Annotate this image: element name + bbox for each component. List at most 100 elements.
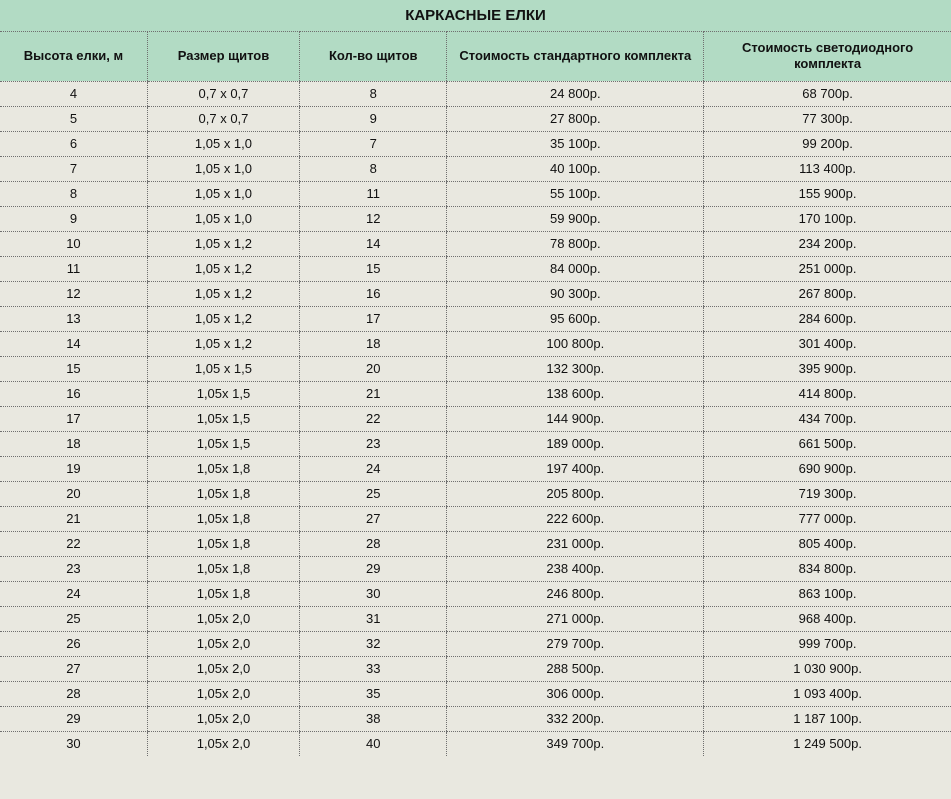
cell-height: 17	[0, 406, 147, 431]
cell-standard-price: 279 700р.	[447, 631, 704, 656]
cell-led-price: 113 400р.	[704, 156, 951, 181]
cell-height: 26	[0, 631, 147, 656]
table-row: 101,05 x 1,21478 800р.234 200р.	[0, 231, 951, 256]
cell-panel-count: 14	[300, 231, 447, 256]
cell-panel-size: 1,05x 2,0	[147, 656, 299, 681]
table-row: 261,05x 2,032279 700р.999 700р.	[0, 631, 951, 656]
cell-led-price: 1 030 900р.	[704, 656, 951, 681]
cell-led-price: 719 300р.	[704, 481, 951, 506]
col-header-panel-count: Кол-во щитов	[300, 32, 447, 82]
col-header-led-price: Стоимость светодиодного комплекта	[704, 32, 951, 82]
cell-panel-count: 18	[300, 331, 447, 356]
cell-height: 16	[0, 381, 147, 406]
table-row: 291,05x 2,038332 200р.1 187 100р.	[0, 706, 951, 731]
cell-led-price: 77 300р.	[704, 106, 951, 131]
cell-height: 5	[0, 106, 147, 131]
cell-panel-count: 29	[300, 556, 447, 581]
table-row: 241,05x 1,830246 800р.863 100р.	[0, 581, 951, 606]
cell-panel-size: 1,05x 1,8	[147, 531, 299, 556]
cell-led-price: 99 200р.	[704, 131, 951, 156]
cell-height: 14	[0, 331, 147, 356]
cell-panel-size: 1,05x 1,8	[147, 456, 299, 481]
cell-height: 12	[0, 281, 147, 306]
cell-height: 30	[0, 731, 147, 756]
cell-panel-count: 9	[300, 106, 447, 131]
table-row: 81,05 x 1,01155 100р.155 900р.	[0, 181, 951, 206]
cell-height: 20	[0, 481, 147, 506]
table-row: 181,05x 1,523189 000р.661 500р.	[0, 431, 951, 456]
cell-panel-count: 28	[300, 531, 447, 556]
cell-standard-price: 189 000р.	[447, 431, 704, 456]
table-row: 281,05x 2,035306 000р.1 093 400р.	[0, 681, 951, 706]
cell-panel-count: 8	[300, 81, 447, 106]
cell-standard-price: 197 400р.	[447, 456, 704, 481]
header-row: Высота елки, м Размер щитов Кол-во щитов…	[0, 32, 951, 82]
cell-panel-size: 1,05 x 1,2	[147, 256, 299, 281]
cell-panel-count: 20	[300, 356, 447, 381]
cell-standard-price: 271 000р.	[447, 606, 704, 631]
cell-panel-size: 1,05x 1,8	[147, 581, 299, 606]
cell-panel-count: 16	[300, 281, 447, 306]
cell-standard-price: 40 100р.	[447, 156, 704, 181]
cell-panel-count: 21	[300, 381, 447, 406]
cell-height: 19	[0, 456, 147, 481]
cell-standard-price: 306 000р.	[447, 681, 704, 706]
cell-panel-size: 1,05x 2,0	[147, 706, 299, 731]
cell-panel-count: 8	[300, 156, 447, 181]
cell-panel-count: 15	[300, 256, 447, 281]
table-row: 91,05 x 1,01259 900р.170 100р.	[0, 206, 951, 231]
cell-standard-price: 349 700р.	[447, 731, 704, 756]
cell-panel-size: 1,05x 1,8	[147, 556, 299, 581]
cell-height: 23	[0, 556, 147, 581]
cell-led-price: 284 600р.	[704, 306, 951, 331]
cell-standard-price: 144 900р.	[447, 406, 704, 431]
table-row: 131,05 x 1,21795 600р.284 600р.	[0, 306, 951, 331]
cell-panel-size: 1,05x 2,0	[147, 606, 299, 631]
cell-panel-size: 1,05 x 1,0	[147, 206, 299, 231]
cell-panel-size: 1,05 x 1,2	[147, 231, 299, 256]
cell-panel-count: 38	[300, 706, 447, 731]
table-title: КАРКАСНЫЕ ЕЛКИ	[0, 0, 951, 32]
cell-panel-size: 1,05x 2,0	[147, 731, 299, 756]
cell-led-price: 395 900р.	[704, 356, 951, 381]
cell-panel-size: 1,05x 2,0	[147, 681, 299, 706]
cell-standard-price: 222 600р.	[447, 506, 704, 531]
cell-panel-count: 7	[300, 131, 447, 156]
cell-panel-size: 1,05 x 1,0	[147, 181, 299, 206]
cell-height: 25	[0, 606, 147, 631]
cell-standard-price: 138 600р.	[447, 381, 704, 406]
cell-panel-size: 1,05x 1,5	[147, 431, 299, 456]
cell-led-price: 170 100р.	[704, 206, 951, 231]
cell-height: 29	[0, 706, 147, 731]
cell-led-price: 234 200р.	[704, 231, 951, 256]
cell-panel-count: 40	[300, 731, 447, 756]
cell-led-price: 267 800р.	[704, 281, 951, 306]
table-row: 231,05x 1,829238 400р.834 800р.	[0, 556, 951, 581]
col-header-height: Высота елки, м	[0, 32, 147, 82]
table-row: 191,05x 1,824197 400р.690 900р.	[0, 456, 951, 481]
cell-standard-price: 246 800р.	[447, 581, 704, 606]
cell-height: 21	[0, 506, 147, 531]
cell-led-price: 1 187 100р.	[704, 706, 951, 731]
table-row: 141,05 x 1,218100 800р.301 400р.	[0, 331, 951, 356]
cell-panel-size: 1,05x 1,5	[147, 381, 299, 406]
cell-standard-price: 55 100р.	[447, 181, 704, 206]
cell-panel-size: 1,05 x 1,2	[147, 306, 299, 331]
cell-led-price: 301 400р.	[704, 331, 951, 356]
cell-height: 8	[0, 181, 147, 206]
cell-height: 22	[0, 531, 147, 556]
cell-led-price: 661 500р.	[704, 431, 951, 456]
cell-height: 10	[0, 231, 147, 256]
cell-led-price: 777 000р.	[704, 506, 951, 531]
cell-led-price: 863 100р.	[704, 581, 951, 606]
cell-led-price: 434 700р.	[704, 406, 951, 431]
cell-panel-count: 32	[300, 631, 447, 656]
table-row: 271,05x 2,033288 500р.1 030 900р.	[0, 656, 951, 681]
cell-panel-count: 30	[300, 581, 447, 606]
table-row: 121,05 x 1,21690 300р.267 800р.	[0, 281, 951, 306]
cell-height: 4	[0, 81, 147, 106]
table-row: 40,7 x 0,7824 800р.68 700р.	[0, 81, 951, 106]
cell-height: 13	[0, 306, 147, 331]
table-row: 71,05 x 1,0840 100р.113 400р.	[0, 156, 951, 181]
cell-panel-size: 1,05 x 1,0	[147, 156, 299, 181]
